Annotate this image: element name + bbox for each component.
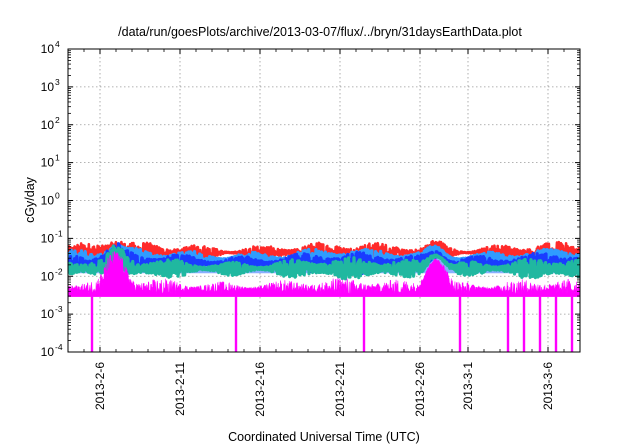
x-tick-label: 2013-2-16 [253, 362, 267, 417]
y-tick-label: 10 [41, 42, 55, 56]
x-axis: 2013-2-6 2013-2-11 2013-2-16 2013-2-21 2013-… [67, 49, 581, 417]
series-dip [458, 296, 462, 352]
series-band [68, 251, 580, 297]
series-dip [570, 296, 574, 352]
y-tick-label: 10 [41, 231, 55, 245]
x-tick-label: 2013-3-1 [461, 362, 475, 410]
y-tick-exponent: -4 [55, 342, 63, 352]
series-line [68, 244, 580, 281]
series-layer [68, 239, 580, 352]
chart-title: /data/run/goesPlots/archive/2013-03-07/f… [118, 25, 522, 39]
series-dip [362, 296, 366, 352]
y-tick-label: 10 [41, 345, 55, 359]
x-tick-label: 2013-3-6 [541, 362, 555, 410]
x-tick-label: 2013-2-21 [333, 362, 347, 417]
series-dip [90, 296, 94, 352]
x-axis-title: Coordinated Universal Time (UTC) [228, 430, 420, 444]
x-tick-label: 2013-2-6 [93, 362, 107, 410]
y-axis-title: cGy/day [23, 176, 37, 223]
series-dip [538, 296, 542, 352]
series-dip [554, 296, 558, 352]
x-tick-label: 2013-2-26 [413, 362, 427, 417]
y-tick-label: 10 [41, 307, 55, 321]
x-tick-label: 2013-2-11 [173, 362, 187, 416]
y-tick-exponent: 1 [55, 153, 60, 163]
y-tick-exponent: 0 [55, 191, 60, 201]
series-dip [234, 296, 238, 352]
series-dip [506, 296, 510, 352]
y-tick-exponent: -2 [55, 266, 63, 276]
y-tick-exponent: 4 [55, 39, 60, 49]
y-tick-exponent: 2 [55, 115, 60, 125]
y-tick-label: 10 [41, 118, 55, 132]
series-dip [522, 296, 526, 352]
y-tick-label: 10 [41, 269, 55, 283]
y-tick-exponent: 3 [55, 77, 60, 87]
y-tick-exponent: -3 [55, 304, 63, 314]
y-tick-label: 10 [41, 80, 55, 94]
y-tick-label: 10 [41, 194, 55, 208]
y-tick-label: 10 [41, 156, 55, 170]
y-tick-exponent: -1 [55, 228, 63, 238]
grid [68, 49, 580, 352]
